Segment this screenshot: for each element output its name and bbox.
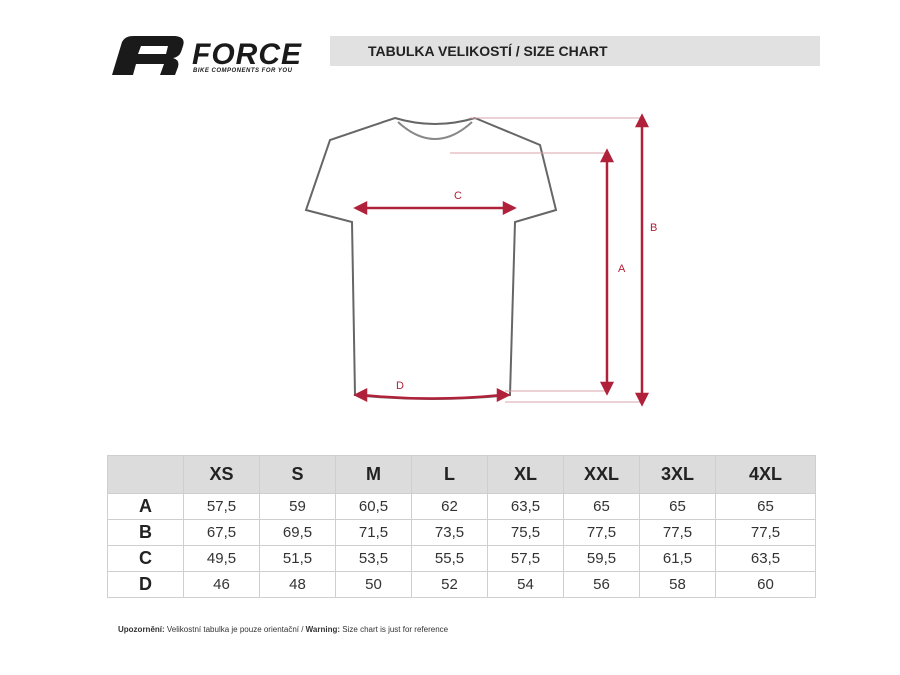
tagline: BIKE COMPONENTS FOR YOU: [193, 68, 293, 74]
cell: 69,5: [259, 519, 336, 546]
cell: 46: [183, 571, 260, 598]
cell: 57,5: [183, 493, 260, 520]
cell: 52: [411, 571, 488, 598]
shirt-outline: [304, 116, 558, 400]
cell: 50: [335, 571, 412, 598]
cell: 61,5: [639, 545, 716, 572]
column-header: S: [259, 455, 336, 494]
cell: 59,5: [563, 545, 640, 572]
row: D 46 48 50 52 54 56 58 60: [107, 571, 816, 598]
column-header: XL: [487, 455, 564, 494]
cell: 53,5: [335, 545, 412, 572]
column-header: L: [411, 455, 488, 494]
column-header: XS: [183, 455, 260, 494]
row-label: D: [107, 571, 184, 598]
column-header: 4XL: [715, 455, 816, 494]
footnote-text: Velikostní tabulka je pouze orientační /: [166, 625, 304, 634]
cell: 57,5: [487, 545, 564, 572]
title: TABULKA VELIKOSTÍ / SIZE CHART: [368, 43, 608, 59]
cell: 63,5: [487, 493, 564, 520]
footnote-text: Size chart is just for reference: [342, 625, 449, 634]
column-header: XXL: [563, 455, 640, 494]
row: A 57,5 59 60,5 62 63,5 65 65 65: [107, 493, 816, 520]
cell: 48: [259, 571, 336, 598]
cell: 49,5: [183, 545, 260, 572]
cell: 63,5: [715, 545, 816, 572]
cell: 62: [411, 493, 488, 520]
footnote: Upozornění: Velikostní tabulka je pouze …: [118, 625, 448, 634]
cell: 67,5: [183, 519, 260, 546]
cell: 65: [563, 493, 640, 520]
cell: 60,5: [335, 493, 412, 520]
label-c: C: [454, 190, 462, 202]
header-row: XS S M L XL XXL 3XL 4XL: [107, 455, 816, 494]
cell: 77,5: [715, 519, 816, 546]
column-header: M: [335, 455, 412, 494]
cell: 56: [563, 571, 640, 598]
row-label: B: [107, 519, 184, 546]
size-table: XS S M L XL XXL 3XL 4XL A 57,5 59 60,5 62 63,5 65 65 65 B…: [107, 455, 816, 598]
row-label: A: [107, 493, 184, 520]
column-header: 3XL: [639, 455, 716, 494]
cell: 54: [487, 571, 564, 598]
arrows: [353, 113, 650, 407]
neckline: [397, 121, 473, 140]
cell: 51,5: [259, 545, 336, 572]
cell: 60: [715, 571, 816, 598]
cell: 59: [259, 493, 336, 520]
row-label: C: [107, 545, 184, 572]
brand: FORCE: [192, 38, 302, 71]
label-a: A: [618, 263, 626, 275]
label-d: D: [396, 380, 404, 392]
cell: 77,5: [563, 519, 640, 546]
logo-icon: [112, 36, 184, 75]
guide-lines: [450, 117, 642, 403]
corner-cell: [107, 455, 184, 494]
cell: 58: [639, 571, 716, 598]
cell: 77,5: [639, 519, 716, 546]
header-bar: TABULKA VELIKOSTÍ / SIZE CHART: [330, 36, 820, 66]
cell: 71,5: [335, 519, 412, 546]
footnote-label: Warning:: [305, 625, 341, 634]
row: B 67,5 69,5 71,5 73,5 75,5 77,5 77,5 77,5: [107, 519, 816, 546]
row: C 49,5 51,5 53,5 55,5 57,5 59,5 61,5 63,5: [107, 545, 816, 572]
cell: 65: [715, 493, 816, 520]
cell: 55,5: [411, 545, 488, 572]
cell: 65: [639, 493, 716, 520]
cell: 73,5: [411, 519, 488, 546]
footnote-label: Upozornění:: [118, 625, 165, 634]
cell: 75,5: [487, 519, 564, 546]
label-b: B: [650, 222, 657, 234]
